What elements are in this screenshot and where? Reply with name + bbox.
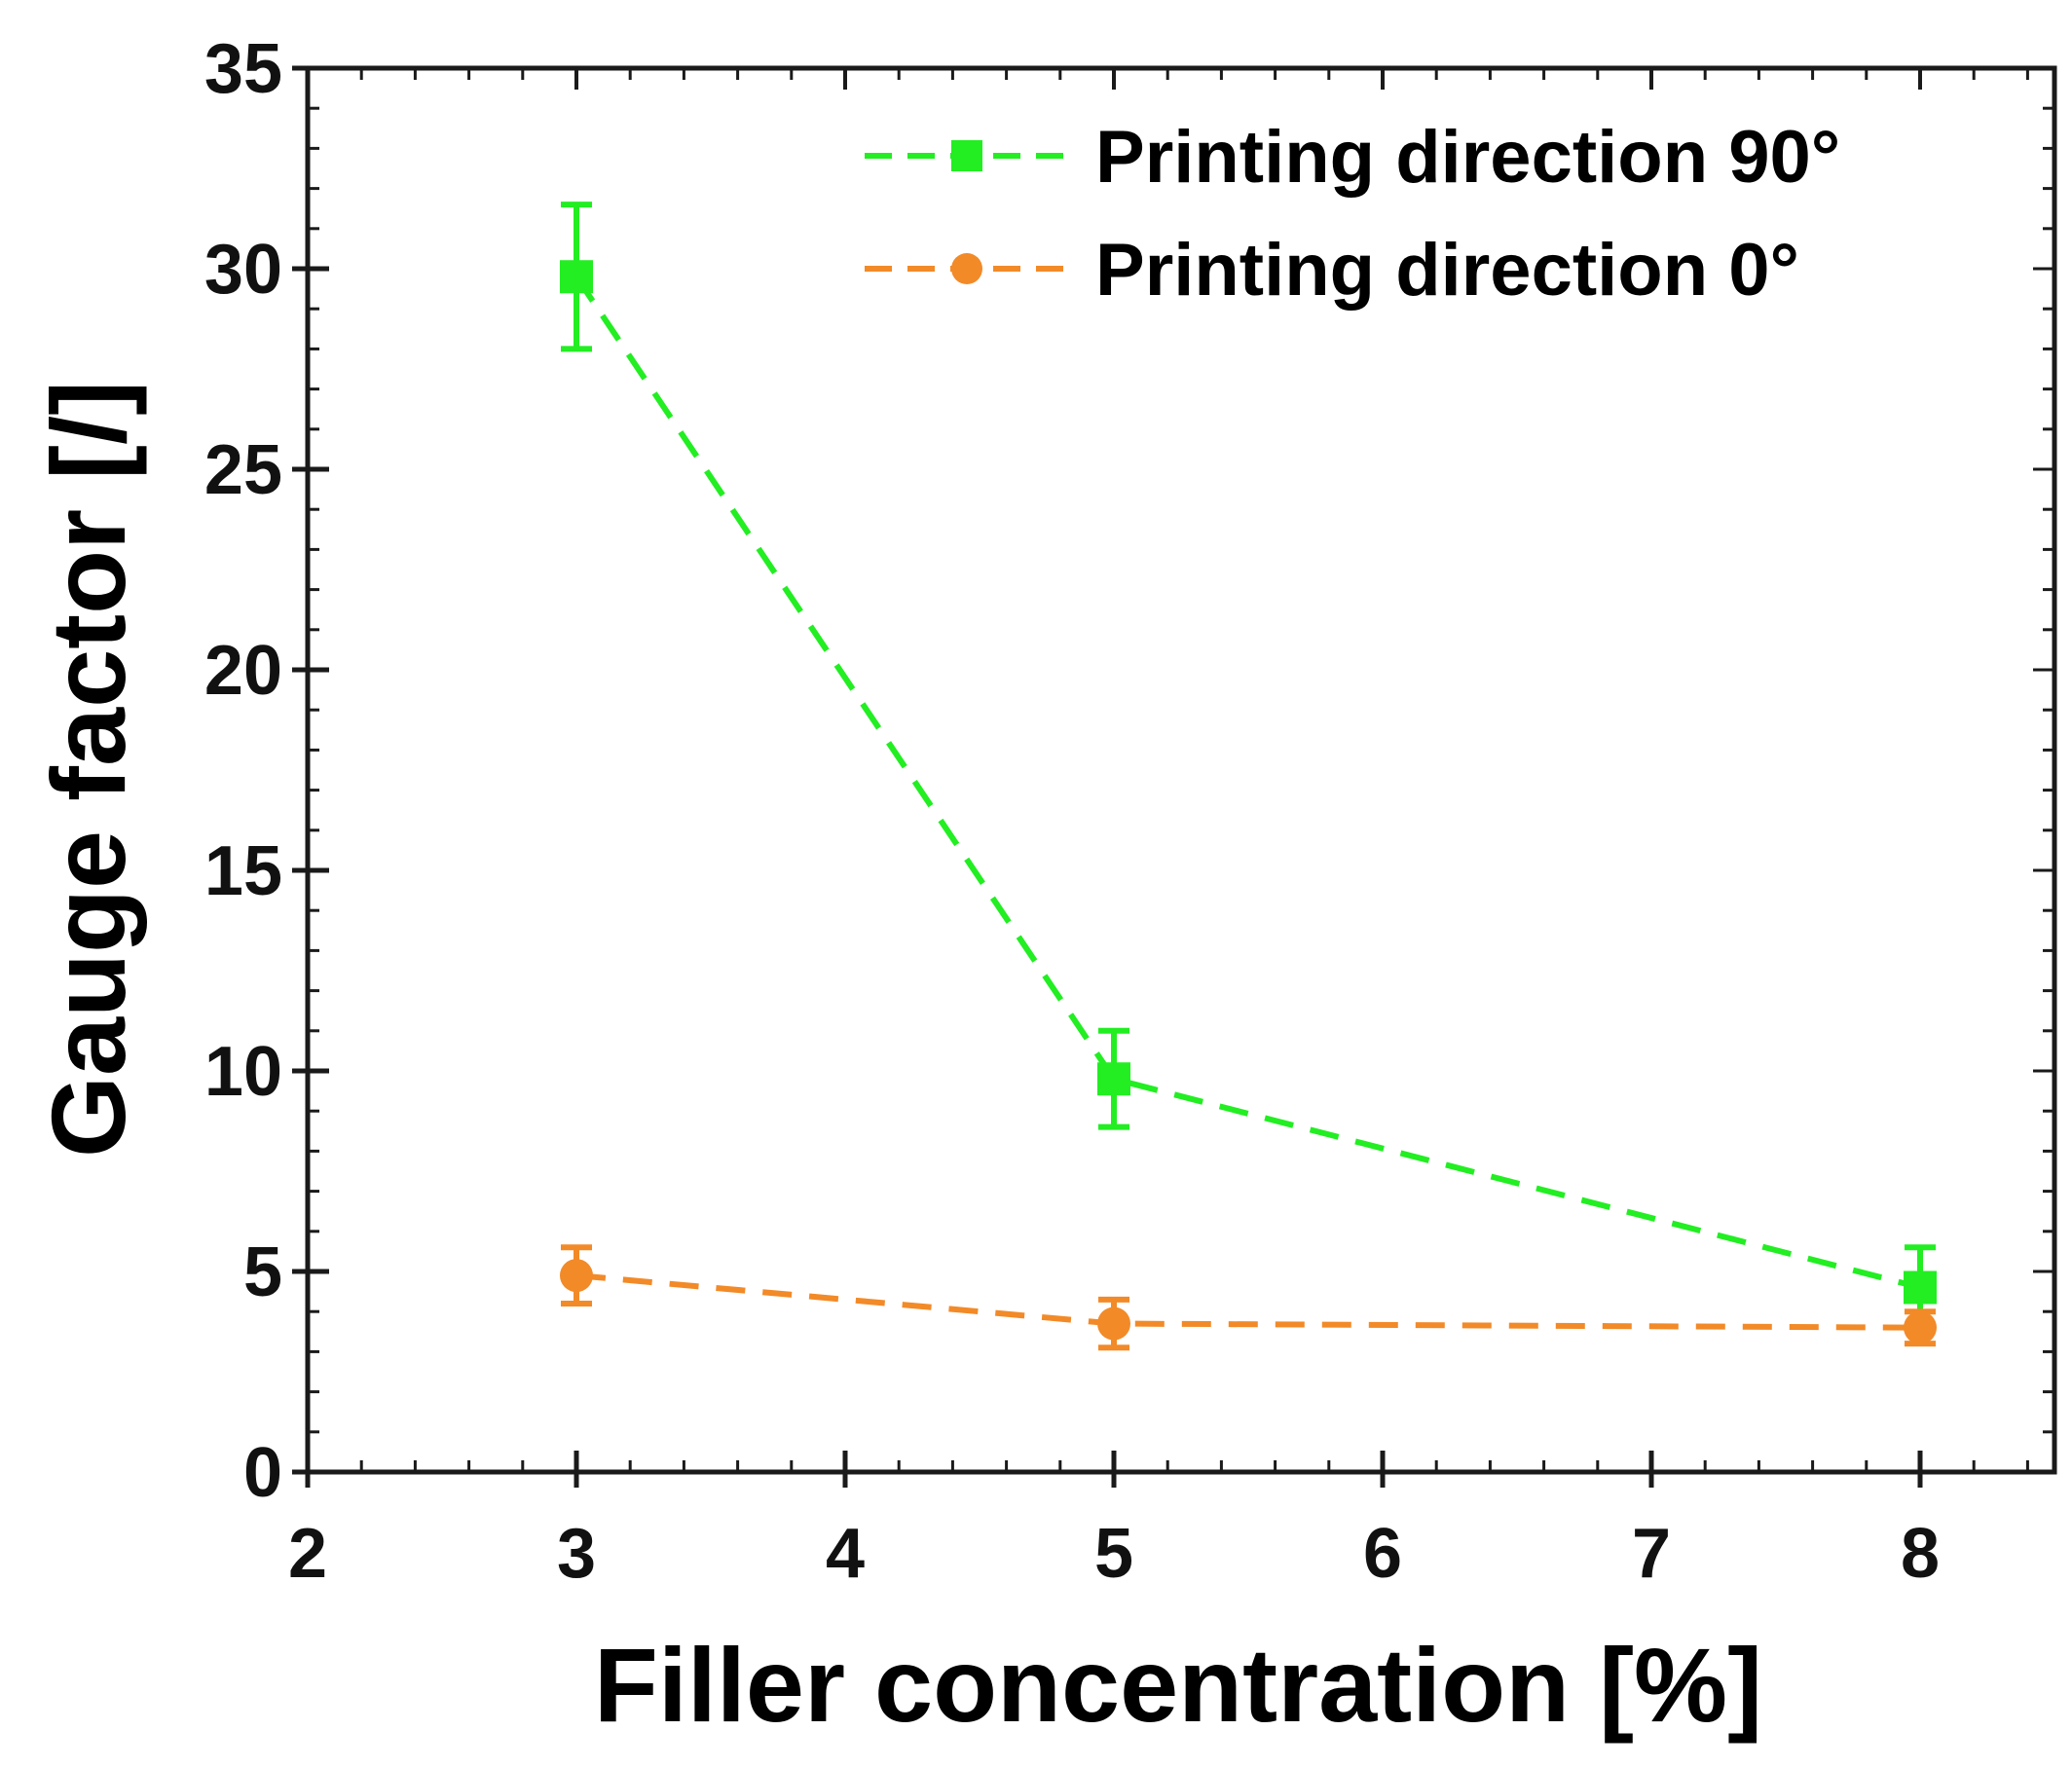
x-tick-label: 3: [557, 1515, 596, 1593]
legend-label: Printing direction 0°: [1095, 229, 1799, 312]
y-tick-label: 10: [204, 1033, 282, 1111]
legend: Printing direction 90° Printing direction…: [865, 116, 1840, 312]
y-axis-tick-labels: 0 5 10 15 20 25 30 35: [204, 30, 282, 1512]
data-point-square: [1904, 1270, 1937, 1305]
legend-item: Printing direction 90°: [865, 116, 1840, 199]
x-tick-label: 5: [1094, 1515, 1133, 1593]
y-tick-label: 20: [204, 632, 282, 710]
x-axis-title: Filler concentration [%]: [594, 1626, 1762, 1744]
series-layer: [560, 202, 1937, 1351]
x-tick-label: 2: [288, 1515, 327, 1593]
y-tick-label: 0: [243, 1434, 282, 1512]
y-tick-label: 5: [243, 1233, 282, 1311]
data-point-circle: [1904, 1310, 1937, 1344]
x-axis-tick-labels: 2 3 4 5 6 7 8: [288, 1515, 1940, 1593]
plot-frame: [305, 65, 2057, 1475]
x-tick-label: 8: [1901, 1515, 1940, 1593]
y-tick-label: 25: [204, 431, 282, 509]
x-axis-ticks: [305, 68, 2029, 1488]
data-point-square: [1097, 1062, 1130, 1096]
series-printing-90: [560, 202, 1937, 1331]
data-point-square: [560, 260, 593, 294]
x-tick-label: 7: [1632, 1515, 1671, 1593]
legend-marker-circle: [951, 253, 982, 284]
data-point-circle: [1097, 1307, 1130, 1341]
y-tick-label: 30: [204, 231, 282, 309]
series-line: [574, 275, 1921, 1291]
x-tick-label: 4: [826, 1515, 865, 1593]
y-tick-label: 15: [204, 832, 282, 910]
legend-item: Printing direction 0°: [865, 229, 1799, 312]
y-axis-title: Gauge factor [/]: [29, 381, 147, 1158]
y-axis-ticks: [292, 65, 2054, 1475]
series-line: [575, 1272, 1921, 1331]
legend-label: Printing direction 90°: [1095, 116, 1840, 199]
y-tick-label: 35: [204, 30, 282, 108]
series-printing-0: [560, 1244, 1937, 1351]
legend-marker-square: [951, 140, 982, 171]
x-tick-label: 6: [1363, 1515, 1402, 1593]
data-point-circle: [560, 1259, 593, 1293]
axes: 2 3 4 5 6 7 8 0 5 10 15 20 25 30 35: [204, 30, 2057, 1593]
